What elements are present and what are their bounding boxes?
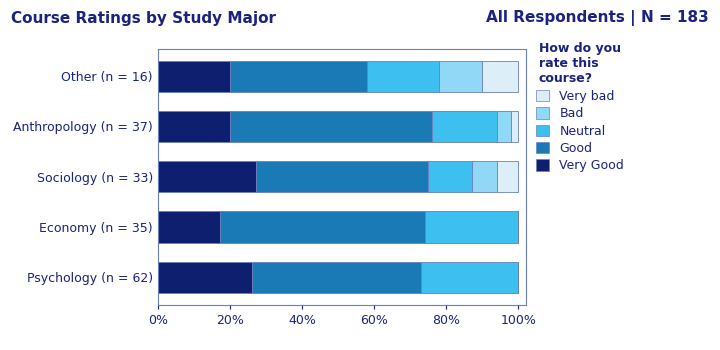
Bar — [432, 111, 497, 142]
Bar — [497, 111, 511, 142]
Bar — [230, 111, 432, 142]
Bar — [220, 211, 425, 243]
Bar — [158, 262, 252, 293]
Bar — [158, 211, 220, 243]
Bar — [256, 161, 428, 192]
Bar — [230, 61, 367, 92]
Bar — [158, 161, 256, 192]
Bar — [158, 61, 230, 92]
Text: Course Ratings by Study Major: Course Ratings by Study Major — [11, 10, 276, 26]
Bar — [158, 111, 230, 142]
Bar — [482, 61, 518, 92]
Bar — [511, 111, 518, 142]
Bar — [421, 262, 518, 293]
Legend: Very bad, Bad, Neutral, Good, Very Good: Very bad, Bad, Neutral, Good, Very Good — [536, 42, 624, 172]
Bar — [367, 61, 439, 92]
Text: All Respondents | N = 183: All Respondents | N = 183 — [487, 10, 709, 27]
Bar — [472, 161, 497, 192]
Bar — [497, 161, 518, 192]
Bar — [439, 61, 482, 92]
Bar — [252, 262, 421, 293]
Bar — [428, 161, 472, 192]
Bar — [425, 211, 518, 243]
